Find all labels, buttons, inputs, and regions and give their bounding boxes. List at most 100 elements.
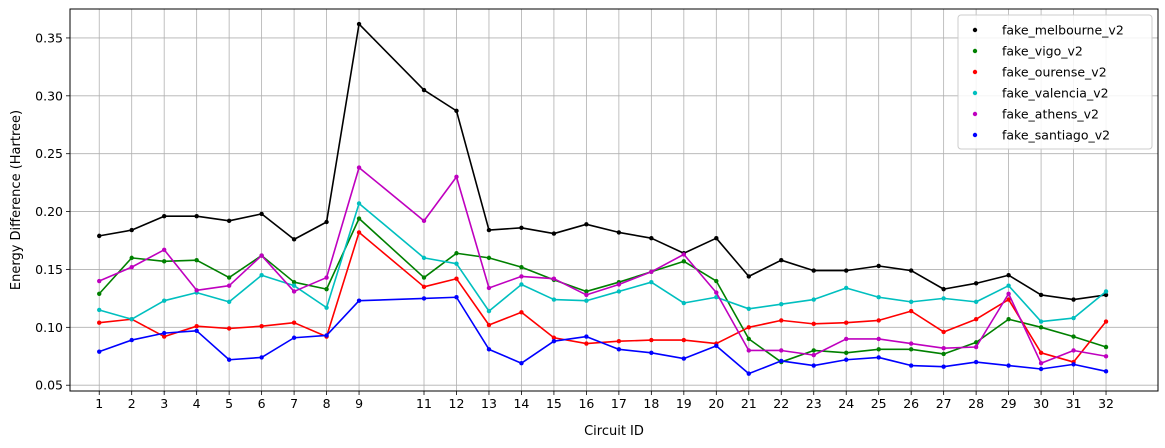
data-point [194, 323, 199, 329]
data-point [161, 334, 167, 339]
x-tick-label: 30 [1033, 396, 1049, 411]
data-point [1103, 344, 1109, 350]
x-tick-label: 31 [1066, 396, 1082, 411]
x-tick-label: 4 [193, 396, 201, 411]
data-point [714, 278, 719, 284]
data-point [486, 308, 492, 314]
x-tick-label: 22 [773, 396, 789, 411]
data-point [1103, 289, 1109, 294]
data-point [454, 251, 459, 256]
data-point [973, 340, 979, 345]
legend-marker [972, 90, 978, 96]
data-point [616, 347, 622, 352]
data-point [1038, 361, 1044, 366]
data-point [194, 257, 199, 263]
data-point [584, 298, 589, 303]
data-point [324, 286, 329, 292]
data-point [356, 165, 362, 170]
data-point [681, 259, 687, 264]
series-layer [97, 21, 1109, 376]
data-point [454, 261, 459, 266]
data-point [584, 334, 589, 339]
legend-item: fake_vigo_v2 [972, 44, 1083, 59]
data-point [811, 363, 816, 368]
legend-marker [972, 132, 978, 138]
data-point [421, 87, 427, 93]
data-point [356, 230, 362, 235]
data-point [973, 317, 979, 322]
data-point [356, 21, 362, 27]
legend-label: fake_athens_v2 [1002, 107, 1099, 122]
data-point [908, 299, 914, 305]
data-point [259, 355, 264, 360]
data-point [908, 341, 914, 346]
data-point [551, 335, 557, 340]
data-point [226, 218, 232, 224]
legend-marker [972, 48, 978, 54]
series-fake_valencia_v2 [97, 201, 1109, 324]
x-tick-label: 24 [838, 396, 854, 411]
x-tick-label: 13 [481, 396, 497, 411]
data-point [486, 255, 492, 261]
data-point [226, 275, 232, 280]
legend-label: fake_vigo_v2 [1002, 44, 1083, 59]
data-point [779, 301, 784, 307]
data-point [681, 300, 687, 306]
legend-label: fake_valencia_v2 [1002, 86, 1109, 101]
data-point [421, 218, 427, 224]
data-point [844, 268, 849, 273]
data-point [811, 321, 816, 327]
data-point [551, 339, 557, 344]
data-point [519, 361, 524, 366]
data-point [519, 264, 524, 270]
data-point [421, 284, 427, 290]
data-point [1038, 292, 1044, 298]
data-point [584, 292, 589, 298]
data-point [714, 290, 719, 295]
data-point [876, 295, 881, 300]
x-tick-label: 17 [611, 396, 627, 411]
data-point [779, 358, 784, 364]
x-tick-label: 8 [323, 396, 331, 411]
data-point [649, 279, 654, 285]
data-point [1038, 366, 1044, 372]
x-tick-label: 32 [1098, 396, 1114, 411]
axis-ticks: 1 2 3 4 5 6 7 8 9 11 12 13 14 15 16 17 18 19 20 21 22 23 24 25 2… [35, 30, 1114, 411]
data-point [519, 225, 524, 230]
data-point [973, 344, 979, 350]
data-point [194, 328, 199, 334]
legend-marker [972, 27, 978, 33]
data-point [681, 337, 687, 343]
data-point [226, 283, 232, 288]
series-line [98, 296, 1107, 375]
data-point [291, 283, 297, 288]
x-tick-label: 20 [708, 396, 724, 411]
data-point [356, 201, 362, 206]
data-point [1006, 273, 1011, 278]
data-point [616, 230, 622, 235]
data-point [876, 355, 881, 360]
legend-item: fake_santiago_v2 [972, 128, 1110, 143]
legend-label: fake_melbourne_v2 [1002, 23, 1124, 38]
data-point [616, 282, 622, 287]
data-point [876, 263, 881, 269]
x-tick-label: 7 [290, 396, 298, 411]
data-point [97, 233, 102, 239]
data-point [844, 320, 849, 325]
data-point [714, 236, 719, 241]
data-point [1071, 297, 1076, 302]
data-point [97, 307, 102, 313]
legend-item: fake_valencia_v2 [972, 86, 1109, 101]
data-point [324, 219, 329, 225]
data-point [291, 320, 297, 325]
series-line [98, 166, 1107, 365]
x-tick-label: 3 [160, 396, 168, 411]
y-tick-label: 0.15 [35, 262, 63, 277]
data-point [746, 274, 751, 279]
data-point [876, 318, 881, 323]
data-point [519, 310, 524, 315]
data-point [129, 227, 134, 233]
data-point [161, 259, 167, 264]
data-point [259, 323, 264, 329]
